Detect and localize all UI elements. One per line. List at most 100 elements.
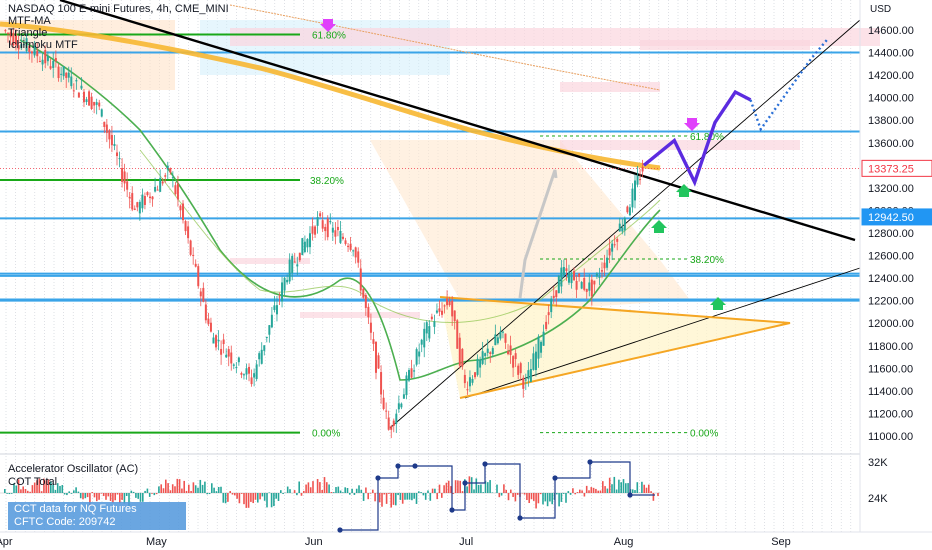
cot-point: [375, 475, 381, 481]
legend-mtf-ma[interactable]: MTF-MA: [8, 15, 51, 27]
candle-body: [77, 92, 80, 98]
candle-body: [400, 403, 403, 408]
osc-bar: [602, 481, 604, 493]
candle-body: [385, 410, 388, 412]
candle-body: [88, 91, 91, 106]
candle-body: [567, 272, 570, 283]
up-arrow-icon: [676, 184, 692, 197]
candle-body: [321, 220, 324, 229]
candle-body: [25, 38, 28, 51]
candle-body: [639, 179, 642, 181]
cot-point: [337, 527, 343, 533]
osc-label-ac[interactable]: Accelerator Oscillator (AC): [8, 463, 139, 475]
candle-body: [636, 175, 639, 185]
candle-body: [278, 296, 281, 298]
osc-bar: [390, 493, 392, 508]
osc-bar: [50, 481, 52, 493]
candle-body: [512, 356, 515, 368]
candle-body: [633, 180, 636, 201]
candle-body: [20, 44, 23, 49]
candle-body: [565, 268, 568, 271]
osc-bar: [346, 487, 349, 493]
osc-bar: [597, 490, 599, 493]
candle-body: [489, 352, 492, 354]
osc-bar: [286, 486, 289, 493]
candle-body: [334, 230, 337, 237]
candle-body: [562, 267, 565, 276]
osc-bar: [300, 493, 303, 496]
osc-bar: [321, 489, 323, 493]
osc-bar: [643, 484, 645, 493]
candle-body: [70, 76, 73, 87]
osc-bar: [470, 477, 473, 493]
osc-bar: [176, 478, 179, 493]
osc-bar: [634, 490, 636, 493]
candle-body: [405, 375, 408, 396]
candle-body: [90, 96, 93, 110]
candle-body: [270, 314, 273, 328]
price-tick-label: 12800.00: [868, 228, 914, 240]
osc-bar: [349, 493, 351, 495]
osc-bar: [397, 493, 399, 496]
osc-bar: [491, 492, 494, 493]
osc-bar: [289, 489, 291, 493]
downtrend-line: [59, 0, 856, 242]
osc-bar: [38, 478, 41, 493]
osc-bar: [330, 492, 333, 493]
osc-bar: [20, 489, 22, 493]
candle-body: [182, 203, 185, 221]
candle-body: [123, 171, 126, 184]
osc-bar: [641, 481, 643, 493]
osc-bar: [422, 493, 425, 496]
candle-body: [344, 240, 347, 244]
osc-bar: [424, 493, 427, 500]
candle-body: [324, 226, 327, 232]
candle-body: [507, 351, 510, 355]
osc-bar: [162, 488, 165, 493]
osc-bar: [165, 479, 167, 493]
osc-bar: [277, 493, 280, 501]
osc-bar: [477, 484, 480, 493]
osc-bar: [500, 493, 503, 496]
candle-body: [481, 351, 484, 364]
osc-bar: [415, 493, 418, 504]
osc-bar: [645, 487, 648, 493]
osc-bar: [105, 493, 107, 500]
candle-body: [555, 290, 558, 298]
candle-body: [225, 354, 228, 358]
up-arrow-icon: [710, 297, 726, 310]
candle-body: [491, 348, 494, 354]
osc-bar: [454, 480, 457, 493]
osc-bar: [480, 484, 482, 493]
candle-body: [618, 223, 621, 232]
candle-body: [314, 226, 317, 235]
osc-bar: [148, 493, 151, 497]
legend-ichimoku[interactable]: Ichimoku MTF: [8, 39, 78, 51]
candle-body: [255, 364, 258, 380]
candle-body: [319, 213, 322, 217]
osc-bar: [323, 477, 326, 493]
osc-bar: [556, 493, 558, 495]
candle-body: [415, 349, 418, 365]
osc-bar: [468, 476, 471, 493]
osc-bar: [401, 493, 404, 504]
legend-triangle[interactable]: Triangle: [8, 27, 48, 39]
osc-bar: [273, 493, 275, 507]
osc-label-cot[interactable]: COT Total: [8, 476, 58, 488]
candle-body: [110, 135, 113, 146]
resistance-zone: [230, 258, 310, 264]
osc-bar: [68, 491, 70, 493]
osc-bar: [303, 490, 305, 493]
osc-bar: [238, 493, 241, 504]
osc-axis-label: 32K: [868, 457, 888, 469]
osc-bar: [381, 493, 383, 507]
candle-body: [235, 367, 238, 369]
osc-bar: [595, 488, 597, 493]
osc-bar: [447, 480, 450, 493]
projection-extension-line: [749, 39, 828, 132]
osc-bar: [406, 493, 409, 500]
candle-body: [253, 373, 256, 378]
osc-bar: [66, 493, 68, 496]
osc-bar: [309, 487, 312, 493]
